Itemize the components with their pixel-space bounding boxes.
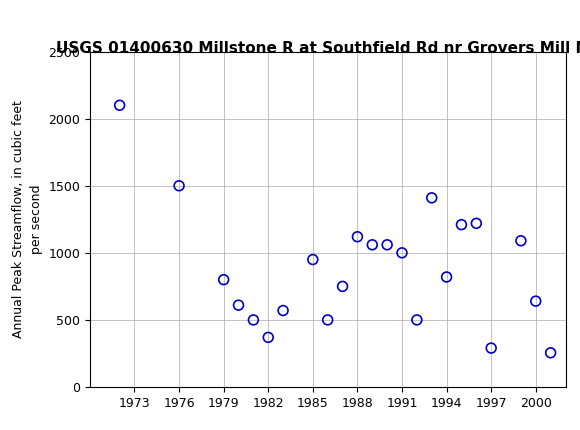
Point bbox=[397, 249, 407, 256]
Point bbox=[353, 233, 362, 240]
Y-axis label: Annual Peak Streamflow, in cubic feet
per second: Annual Peak Streamflow, in cubic feet pe… bbox=[12, 100, 43, 338]
Point bbox=[516, 237, 525, 244]
Point bbox=[219, 276, 229, 283]
Point bbox=[531, 298, 541, 304]
Point bbox=[427, 194, 436, 201]
Point bbox=[472, 220, 481, 227]
Point bbox=[115, 102, 124, 109]
Point bbox=[323, 316, 332, 323]
Point bbox=[264, 334, 273, 341]
Point bbox=[278, 307, 288, 314]
Point bbox=[249, 316, 258, 323]
Point bbox=[442, 273, 451, 280]
Point bbox=[338, 283, 347, 290]
Point bbox=[234, 302, 243, 309]
Point bbox=[308, 256, 317, 263]
Point bbox=[457, 221, 466, 228]
Text: USGS 01400630 Millstone R at Southfield Rd nr Grovers Mill NJ: USGS 01400630 Millstone R at Southfield … bbox=[56, 41, 580, 56]
Point bbox=[487, 345, 496, 352]
Point bbox=[368, 241, 377, 248]
Point bbox=[546, 349, 555, 356]
Point bbox=[383, 241, 392, 248]
Point bbox=[412, 316, 422, 323]
Point bbox=[175, 182, 184, 189]
Text: USGS: USGS bbox=[14, 5, 66, 23]
